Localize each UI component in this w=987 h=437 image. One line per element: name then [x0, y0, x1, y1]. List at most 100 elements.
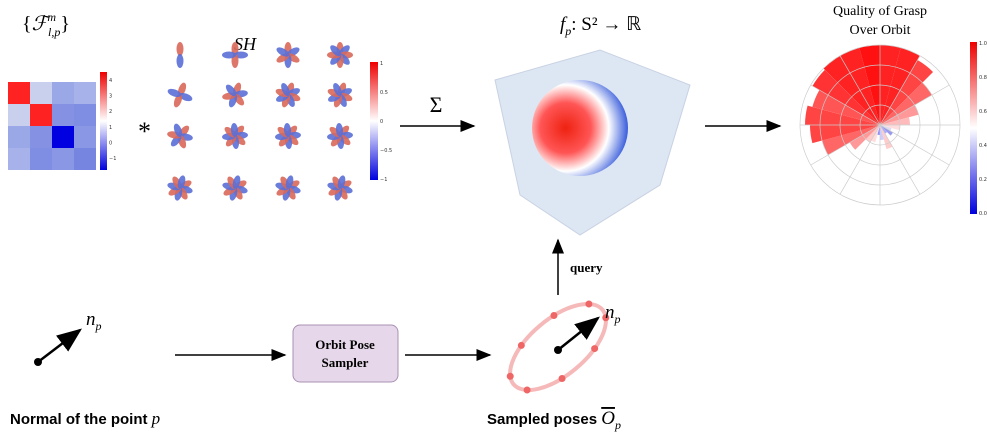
- heat-cell: [74, 126, 96, 148]
- function-label: fp: S² → ℝ: [560, 14, 641, 38]
- sampler-label: Orbit Pose: [315, 337, 375, 352]
- polar-plot: [799, 44, 961, 206]
- heat-cell: [8, 148, 30, 170]
- sh-label: SH: [234, 34, 257, 54]
- quality-title: Over Orbit: [849, 23, 910, 38]
- colorbar-tick: 1: [109, 125, 112, 131]
- polar-wedge: [805, 105, 880, 125]
- polar-wedge: [812, 90, 880, 125]
- orbit-pose: [602, 314, 610, 322]
- polar-wedge: [823, 55, 880, 125]
- colorbar-tick: 3: [109, 94, 112, 100]
- sh-lobe: [173, 123, 183, 138]
- polar-wedge: [877, 125, 880, 135]
- polar-wedge: [880, 125, 900, 131]
- heat-cell: [74, 82, 96, 104]
- heat-cell: [52, 148, 74, 170]
- polar-wedge: [840, 47, 880, 125]
- heat-cell: [52, 126, 74, 148]
- heat-cell: [8, 104, 30, 126]
- polar-wedge: [880, 82, 932, 125]
- colorbar-tick: 0.0: [979, 211, 987, 217]
- colorbar-tick: −1: [380, 177, 387, 183]
- polar-spoke: [810, 84, 881, 126]
- polar-wedge: [849, 125, 880, 150]
- sh-grid: [167, 42, 353, 201]
- colorbar-tick: 0.5: [380, 90, 388, 96]
- sampled-caption: Sampled poses Op: [487, 408, 621, 432]
- polar-spoke: [879, 55, 921, 126]
- polar-spoke: [839, 55, 881, 126]
- orbit-pose: [523, 386, 531, 394]
- orbit-pose: [591, 345, 599, 353]
- polar-spoke: [879, 124, 950, 166]
- heatmap: [8, 82, 96, 170]
- query-label: query: [570, 260, 603, 275]
- colorbar-tick: 0.2: [979, 177, 987, 183]
- sh-lobe: [167, 88, 182, 98]
- sh-lobe: [232, 175, 241, 190]
- colorbar-tick: 1: [380, 61, 383, 67]
- quality-title: Quality of Grasp: [833, 4, 927, 19]
- heat-cell: [30, 148, 52, 170]
- colorbar-tick: 0.8: [979, 75, 987, 81]
- sampler-box: [292, 324, 399, 383]
- sh-lobe: [173, 93, 183, 108]
- colorbar: [370, 62, 378, 180]
- normal-label: np: [86, 309, 102, 333]
- heat-cell: [52, 82, 74, 104]
- sampler-label: Sampler: [322, 355, 369, 370]
- heat-cell: [30, 126, 52, 148]
- sh-lobe: [283, 123, 292, 138]
- sh-lobe: [178, 92, 193, 102]
- orbit-pose: [506, 372, 514, 380]
- orbit: [508, 301, 608, 393]
- sh-lobe: [176, 42, 184, 56]
- colorbar-tick: 2: [109, 109, 112, 115]
- sh-lobe: [337, 175, 346, 190]
- heat-cell: [74, 148, 96, 170]
- heat-cell: [74, 104, 96, 126]
- sphere: [532, 80, 628, 176]
- sh-lobe: [225, 84, 237, 97]
- colorbar-tick: 0.6: [979, 109, 987, 115]
- polar-wedge: [880, 125, 893, 136]
- sh-lobe: [335, 123, 344, 138]
- polar-spoke: [879, 84, 950, 126]
- sh-lobe: [281, 83, 290, 97]
- sh-lobe: [230, 123, 239, 138]
- heat-cell: [52, 104, 74, 126]
- polar-wedge: [880, 117, 910, 125]
- polar-wedge: [810, 125, 880, 144]
- sh-lobe: [276, 47, 290, 57]
- polar-wedge: [880, 125, 884, 140]
- polar-spoke: [879, 124, 921, 195]
- sh-lobe: [285, 175, 294, 190]
- colorbar-tick: 0: [380, 119, 383, 125]
- sh-lobe: [330, 45, 342, 57]
- sh-lobe: [177, 175, 186, 190]
- sh-lobe: [222, 51, 236, 59]
- orbit-pose: [585, 300, 593, 308]
- polar-wedge: [880, 47, 920, 125]
- polar-wedge: [812, 69, 880, 125]
- sum: Σ: [430, 92, 443, 117]
- colorbar: [100, 72, 107, 170]
- colorbar: [970, 42, 977, 214]
- polar-wedge: [880, 60, 934, 125]
- colorbar-tick: −0.5: [380, 148, 392, 154]
- polar-wedge: [880, 125, 888, 134]
- polar-spoke: [839, 124, 881, 195]
- polar-wedge: [822, 125, 880, 155]
- sh-lobe: [176, 54, 184, 68]
- polar-spoke: [810, 124, 881, 166]
- normal-label: np: [605, 302, 621, 326]
- normal-arrow: [37, 328, 82, 363]
- orbit-pose: [550, 311, 558, 319]
- multiply: *: [138, 117, 151, 146]
- polar-wedge: [880, 105, 919, 125]
- colorbar-tick: 4: [109, 78, 112, 84]
- heat-cell: [8, 82, 30, 104]
- orbit-pose: [558, 375, 566, 383]
